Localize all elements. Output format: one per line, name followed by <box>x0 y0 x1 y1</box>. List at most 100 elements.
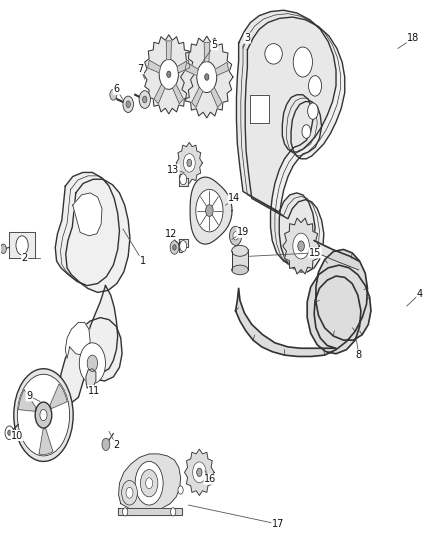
Polygon shape <box>185 62 198 76</box>
Text: 1: 1 <box>140 256 146 266</box>
Circle shape <box>205 205 213 216</box>
Polygon shape <box>211 87 222 107</box>
Circle shape <box>87 355 98 372</box>
Circle shape <box>123 96 134 112</box>
Polygon shape <box>65 322 90 359</box>
Text: 9: 9 <box>26 391 32 401</box>
Circle shape <box>307 103 318 119</box>
Circle shape <box>193 462 206 483</box>
Ellipse shape <box>265 44 283 64</box>
Text: 16: 16 <box>204 474 216 484</box>
Polygon shape <box>148 60 160 73</box>
Circle shape <box>184 154 195 172</box>
Circle shape <box>167 71 171 77</box>
Circle shape <box>5 426 14 440</box>
Circle shape <box>293 233 309 259</box>
Polygon shape <box>50 384 67 409</box>
Text: 4: 4 <box>417 289 423 299</box>
Circle shape <box>122 481 138 505</box>
Polygon shape <box>166 41 171 60</box>
Polygon shape <box>250 95 269 123</box>
Text: 8: 8 <box>356 350 362 360</box>
Circle shape <box>8 430 11 435</box>
Polygon shape <box>177 60 190 73</box>
Circle shape <box>302 125 311 139</box>
Text: 2: 2 <box>21 253 28 263</box>
Polygon shape <box>204 43 209 62</box>
Polygon shape <box>118 508 182 515</box>
Polygon shape <box>60 318 122 404</box>
Polygon shape <box>237 10 336 265</box>
Circle shape <box>170 240 179 254</box>
Polygon shape <box>18 390 36 411</box>
Text: 2: 2 <box>113 440 120 450</box>
Bar <box>232 249 248 270</box>
Text: 10: 10 <box>11 431 23 441</box>
Circle shape <box>298 241 304 251</box>
Circle shape <box>180 240 187 252</box>
Polygon shape <box>173 84 184 103</box>
Circle shape <box>180 174 187 185</box>
Polygon shape <box>184 449 214 496</box>
Polygon shape <box>180 36 233 118</box>
Circle shape <box>0 244 7 254</box>
Text: 5: 5 <box>212 40 218 50</box>
Polygon shape <box>314 240 359 270</box>
Circle shape <box>139 91 150 108</box>
Text: 11: 11 <box>88 385 101 395</box>
Polygon shape <box>179 239 187 252</box>
Circle shape <box>126 487 133 498</box>
Circle shape <box>197 61 217 93</box>
Polygon shape <box>55 173 120 286</box>
Polygon shape <box>215 62 229 76</box>
Circle shape <box>196 189 223 232</box>
Polygon shape <box>119 454 180 511</box>
Polygon shape <box>283 218 319 274</box>
Circle shape <box>159 59 178 90</box>
Text: 6: 6 <box>113 84 120 94</box>
Polygon shape <box>245 17 345 272</box>
Ellipse shape <box>232 245 248 256</box>
Circle shape <box>197 468 202 477</box>
Polygon shape <box>39 429 53 455</box>
Circle shape <box>102 438 110 450</box>
Polygon shape <box>190 177 232 244</box>
Circle shape <box>178 486 183 494</box>
Circle shape <box>143 96 147 103</box>
Circle shape <box>123 508 128 516</box>
Polygon shape <box>236 249 371 357</box>
Circle shape <box>14 369 73 462</box>
Polygon shape <box>176 142 202 183</box>
Polygon shape <box>191 87 203 107</box>
Text: 13: 13 <box>167 165 179 175</box>
Circle shape <box>170 508 176 516</box>
Polygon shape <box>154 84 165 103</box>
Polygon shape <box>86 286 118 372</box>
Polygon shape <box>179 174 187 186</box>
Circle shape <box>230 227 242 245</box>
Text: 18: 18 <box>407 33 420 43</box>
Text: 7: 7 <box>137 64 144 74</box>
Ellipse shape <box>232 265 248 274</box>
Circle shape <box>35 402 52 428</box>
Polygon shape <box>73 193 102 236</box>
Circle shape <box>293 47 312 77</box>
Circle shape <box>18 374 70 456</box>
Text: 17: 17 <box>272 519 284 529</box>
Text: 19: 19 <box>237 228 249 237</box>
Circle shape <box>233 232 238 240</box>
Text: 14: 14 <box>228 193 240 204</box>
Circle shape <box>146 478 152 489</box>
Circle shape <box>110 90 117 100</box>
Polygon shape <box>66 179 130 293</box>
Circle shape <box>40 409 47 421</box>
Circle shape <box>187 159 192 167</box>
Text: 3: 3 <box>244 33 251 43</box>
Text: 15: 15 <box>309 248 321 258</box>
Circle shape <box>126 101 131 108</box>
Polygon shape <box>144 35 194 114</box>
Circle shape <box>173 245 176 250</box>
Circle shape <box>135 462 163 505</box>
Circle shape <box>141 470 158 497</box>
Circle shape <box>16 236 28 255</box>
